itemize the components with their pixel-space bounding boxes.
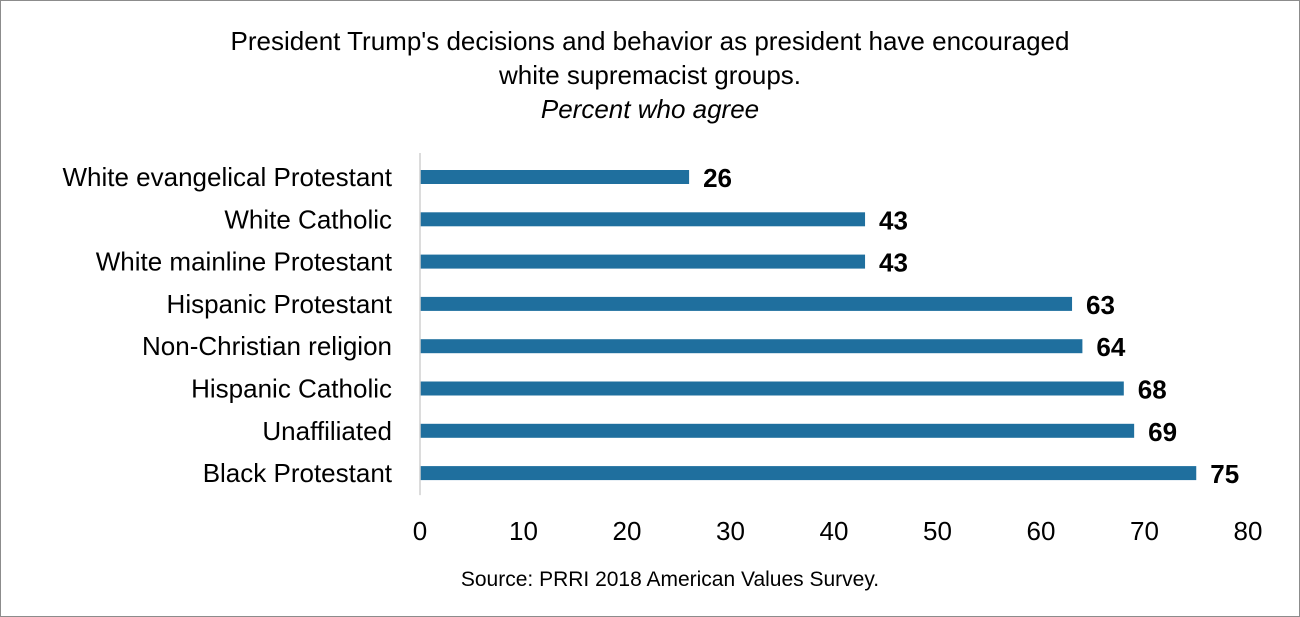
x-tick-label-10: 10: [509, 516, 538, 546]
category-label-hispanic-protestant: Hispanic Protestant: [167, 289, 393, 319]
category-label-white-evangelical-protestant: White evangelical Protestant: [62, 162, 392, 192]
chart-title-line-2: white supremacist groups.: [498, 60, 802, 90]
x-tick-label-80: 80: [1234, 516, 1263, 546]
x-tick-label-60: 60: [1027, 516, 1056, 546]
category-label-unaffiliated: Unaffiliated: [262, 416, 392, 446]
source-note: Source: PRRI 2018 American Values Survey…: [460, 568, 880, 591]
x-tick-label-70: 70: [1130, 516, 1159, 546]
x-tick-label-20: 20: [613, 516, 642, 546]
category-label-white-mainline-protestant: White mainline Protestant: [96, 247, 393, 277]
category-label-group: White evangelical Protestant White Cathol…: [62, 162, 392, 488]
category-label-non-christian-religion: Non-Christian religion: [142, 331, 392, 361]
value-label-white-mainline-protestant: 43: [879, 248, 908, 278]
category-label-white-catholic: White Catholic: [224, 204, 392, 234]
value-label-group: 26 43 43 63 64 68 69 75: [703, 163, 1239, 489]
bar-black-protestant: [420, 466, 1197, 481]
x-tick-label-40: 40: [820, 516, 849, 546]
bar-non-christian-religion: [420, 339, 1083, 354]
bar-white-mainline-protestant: [420, 254, 866, 269]
bar-hispanic-catholic: [420, 381, 1124, 396]
x-tick-label-50: 50: [923, 516, 952, 546]
value-label-unaffiliated: 69: [1148, 417, 1177, 447]
x-tick-label-30: 30: [716, 516, 745, 546]
value-label-white-catholic: 43: [879, 205, 908, 235]
bar-group: [420, 170, 1197, 481]
value-label-non-christian-religion: 64: [1096, 332, 1125, 362]
value-label-black-protestant: 75: [1210, 459, 1239, 489]
chart-title-line-1: President Trump's decisions and behavior…: [230, 26, 1070, 56]
chart-subtitle: Percent who agree: [540, 94, 760, 124]
category-label-black-protestant: Black Protestant: [203, 458, 393, 488]
category-label-hispanic-catholic: Hispanic Catholic: [191, 374, 392, 404]
x-tick-label-0: 0: [413, 516, 427, 546]
value-label-hispanic-catholic: 68: [1138, 375, 1167, 405]
value-label-hispanic-protestant: 63: [1086, 290, 1115, 320]
bar-white-evangelical-protestant: [420, 170, 690, 184]
bar-white-catholic: [420, 212, 866, 227]
value-label-white-evangelical-protestant: 26: [703, 163, 732, 193]
bar-unaffiliated: [420, 423, 1135, 438]
x-tick-label-group: 0 10 20 30 40 50 60 70 80: [413, 516, 1263, 546]
chart-title-block: President Trump's decisions and behavior…: [0, 24, 1300, 126]
bar-hispanic-protestant: [420, 296, 1073, 311]
